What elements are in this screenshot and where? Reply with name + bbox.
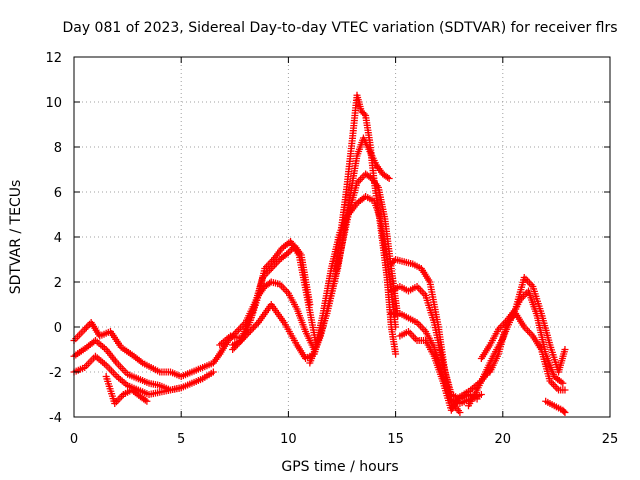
y-tick-label: -4 xyxy=(49,411,62,426)
data-markers xyxy=(70,91,569,416)
data-point-marker xyxy=(360,110,368,118)
data-point-marker xyxy=(561,409,569,416)
data-point-marker xyxy=(177,384,185,392)
y-tick-label: 8 xyxy=(54,141,62,156)
axis-ticks: 0 5 10 15 20 25 -4 -2 0 2 4 6 8 10 12 xyxy=(45,51,618,447)
x-tick-label: 10 xyxy=(280,432,297,447)
y-tick-label: -2 xyxy=(49,366,62,381)
x-tick-label: 25 xyxy=(602,432,619,447)
x-tick-label: 20 xyxy=(495,432,512,447)
data-series-track-17 xyxy=(477,274,569,376)
data-point-marker xyxy=(456,409,464,416)
x-axis-label: GPS time / hours xyxy=(281,459,398,475)
data-series-track-3 xyxy=(70,352,185,398)
data-point-marker xyxy=(385,175,393,182)
data-series-track-11 xyxy=(332,91,400,358)
data-point-marker xyxy=(561,386,569,394)
x-tick-label: 15 xyxy=(387,432,404,447)
y-tick-label: 0 xyxy=(54,321,62,336)
y-tick-label: 6 xyxy=(54,186,62,201)
y-tick-label: 4 xyxy=(54,231,62,246)
data-point-marker xyxy=(392,350,400,358)
data-point-marker xyxy=(143,397,151,405)
y-tick-label: 12 xyxy=(45,51,62,66)
data-point-marker xyxy=(209,368,217,376)
data-series-track-4 xyxy=(102,373,151,407)
chart-title: Day 081 of 2023, Sidereal Day-to-day VTE… xyxy=(62,20,617,36)
x-tick-label: 5 xyxy=(177,432,185,447)
data-series-track-19 xyxy=(542,397,569,416)
y-tick-label: 10 xyxy=(45,96,62,111)
data-point-marker xyxy=(477,391,485,398)
x-tick-label: 0 xyxy=(70,432,78,447)
data-point-marker xyxy=(561,346,569,353)
data-point-marker xyxy=(559,379,567,387)
data-point-marker xyxy=(141,396,149,404)
data-series-track-18 xyxy=(486,310,569,394)
data-point-marker xyxy=(251,322,259,330)
data-point-marker xyxy=(384,173,392,181)
data-point-marker xyxy=(560,407,568,415)
data-point-marker xyxy=(82,324,90,332)
y-axis-label: SDTVAR / TECUs xyxy=(8,180,24,295)
y-tick-label: 2 xyxy=(54,276,62,291)
data-series-track-1 xyxy=(70,319,224,380)
